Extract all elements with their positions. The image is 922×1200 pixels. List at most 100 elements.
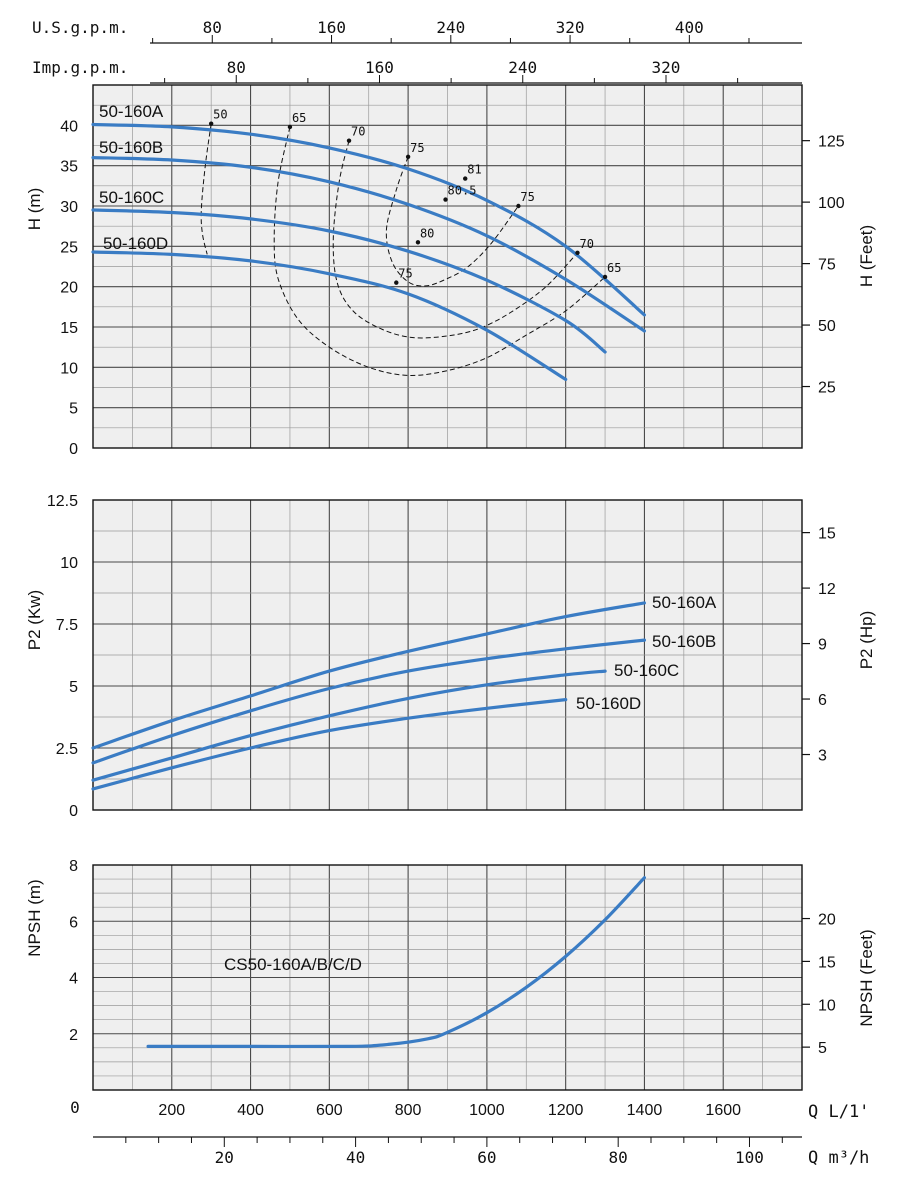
efficiency-label: 65 — [607, 261, 621, 275]
efficiency-point — [415, 240, 421, 245]
top-axis-tick-label: 80 — [227, 58, 246, 77]
x-origin-label: 0 — [70, 1098, 80, 1117]
power-curve-50-160C — [91, 669, 607, 782]
power-y-tick-label: 0 — [69, 803, 78, 820]
top-axis-tick-label: 160 — [317, 18, 346, 37]
top-axis-tick-label: 80 — [203, 18, 222, 37]
efficiency-point — [516, 203, 521, 209]
power-hp-tick-label: 3 — [818, 748, 827, 765]
top-axis-tick-label: 240 — [436, 18, 465, 37]
head-y-tick-label: 40 — [60, 118, 78, 135]
top-axis-tick-label: 240 — [508, 58, 537, 77]
efficiency-label: 80 — [420, 226, 434, 240]
efficiency-label: 65 — [292, 111, 306, 125]
head-feet-tick-label: 75 — [818, 257, 836, 274]
npsh-feet-tick-label: 20 — [818, 912, 836, 929]
efficiency-label: 70 — [351, 125, 365, 139]
power-y-tick-label: 5 — [69, 679, 78, 696]
npsh-panel: 2 4 6 8 5 10 15 20 NPSH (m) NPSH (Feet) CS50-160A/… — [25, 858, 876, 1091]
top-axis-label: Imp.g.p.m. — [32, 58, 128, 77]
efficiency-point — [287, 124, 293, 130]
power-hp-tick-label: 6 — [818, 692, 827, 709]
x-lpm-tick-label: 400 — [237, 1102, 264, 1119]
npsh-feet-tick-label: 10 — [818, 997, 836, 1014]
efficiency-label: 50 — [213, 108, 227, 122]
efficiency-contour-70 — [332, 140, 578, 339]
power-y-tick-label: 2.5 — [56, 741, 78, 758]
efficiency-point — [346, 138, 352, 143]
efficiency-contour-50 — [200, 123, 212, 255]
head-y-tick-label: 30 — [60, 199, 78, 216]
head-y-tick-label: 15 — [60, 320, 78, 337]
head-y-tick-label: 10 — [60, 360, 78, 377]
npsh-y-axis-label: NPSH (m) — [25, 879, 44, 956]
power-y-axis-label: P2 (Kw) — [25, 590, 44, 650]
efficiency-point — [602, 274, 608, 280]
power-y-tick-label: 10 — [60, 555, 78, 572]
efficiency-point — [394, 280, 399, 285]
top-axis-tick-label: 160 — [365, 58, 394, 77]
x-lpm-tick-label: 1400 — [627, 1102, 663, 1119]
top-axis-tick-label: 320 — [556, 18, 585, 37]
power-curve-label: 50-160C — [614, 661, 679, 680]
plot-border — [92, 864, 803, 1091]
efficiency-point — [208, 121, 214, 126]
power-hp-axis-label: P2 (Hp) — [857, 611, 876, 670]
power-curve-50-160A — [91, 601, 646, 750]
efficiency-contour-65 — [273, 126, 606, 376]
x-m3h-axis-label: Q m³/h — [808, 1148, 869, 1168]
top-axis-label: U.S.g.p.m. — [32, 18, 128, 37]
npsh-y-tick-label: 6 — [69, 914, 78, 931]
head-curve-label: 50-160A — [99, 102, 164, 121]
top-axis-tick-label: 320 — [652, 58, 681, 77]
top-flow-axes: U.S.g.p.m. 80 160 240 320 400 Imp.g.p.m. 80 160 2… — [32, 18, 802, 84]
efficiency-label: 75 — [398, 267, 412, 281]
npsh-y-tick-label: 4 — [69, 971, 78, 988]
power-y-tick-label: 12.5 — [47, 493, 78, 510]
head-feet-tick-label: 100 — [818, 195, 845, 212]
efficiency-contour-75 — [385, 156, 519, 287]
power-curve-label: 50-160B — [652, 632, 716, 651]
plot-border — [92, 84, 803, 449]
bottom-flow-axes: 0 200 400 600 800 1000 1200 1400 1600 Q L/1' 20 40 6… — [70, 1098, 869, 1168]
head-curve-label: 50-160B — [99, 138, 163, 157]
x-lpm-tick-label: 1200 — [548, 1102, 584, 1119]
head-y-tick-label: 20 — [60, 280, 78, 297]
x-lpm-tick-label: 1000 — [469, 1102, 505, 1119]
efficiency-point — [575, 250, 580, 255]
x-m3h-tick-label: 100 — [735, 1148, 764, 1167]
plot-border — [92, 499, 803, 811]
x-m3h-tick-label: 20 — [215, 1148, 234, 1167]
head-curve-label: 50-160C — [99, 188, 164, 207]
efficiency-label: 75 — [410, 141, 424, 155]
head-feet-tick-label: 125 — [818, 134, 845, 151]
efficiency-point — [443, 197, 448, 202]
efficiency-point — [463, 176, 468, 181]
npsh-feet-tick-label: 5 — [818, 1040, 827, 1057]
x-lpm-tick-label: 1600 — [705, 1102, 741, 1119]
head-curve-50-160B — [91, 156, 646, 333]
efficiency-label: 70 — [579, 237, 593, 251]
power-hp-tick-label: 15 — [818, 526, 836, 543]
top-axis-tick-label: 400 — [675, 18, 704, 37]
head-y-tick-label: 5 — [69, 401, 78, 418]
power-hp-tick-label: 12 — [818, 581, 836, 598]
x-lpm-axis-label: Q L/1' — [808, 1102, 869, 1122]
npsh-y-tick-label: 2 — [69, 1027, 78, 1044]
head-panel: 0 5 10 15 20 25 30 35 40 25 50 75 100 125 H (m) H (Feet… — [25, 84, 876, 458]
efficiency-point — [405, 154, 411, 159]
head-y-tick-label: 25 — [60, 239, 78, 256]
head-curve-50-160C — [91, 208, 607, 354]
x-lpm-tick-label: 800 — [395, 1102, 422, 1119]
npsh-feet-axis-label: NPSH (Feet) — [857, 929, 876, 1026]
x-m3h-tick-label: 60 — [477, 1148, 496, 1167]
efficiency-label: 80.5 — [448, 184, 477, 198]
power-y-tick-label: 7.5 — [56, 617, 78, 634]
head-y-tick-label: 35 — [60, 159, 78, 176]
head-feet-axis-label: H (Feet) — [857, 225, 876, 287]
power-curve-50-160B — [91, 638, 646, 765]
x-m3h-tick-label: 40 — [346, 1148, 365, 1167]
power-curve-50-160D — [91, 698, 568, 791]
x-lpm-tick-label: 200 — [158, 1102, 185, 1119]
